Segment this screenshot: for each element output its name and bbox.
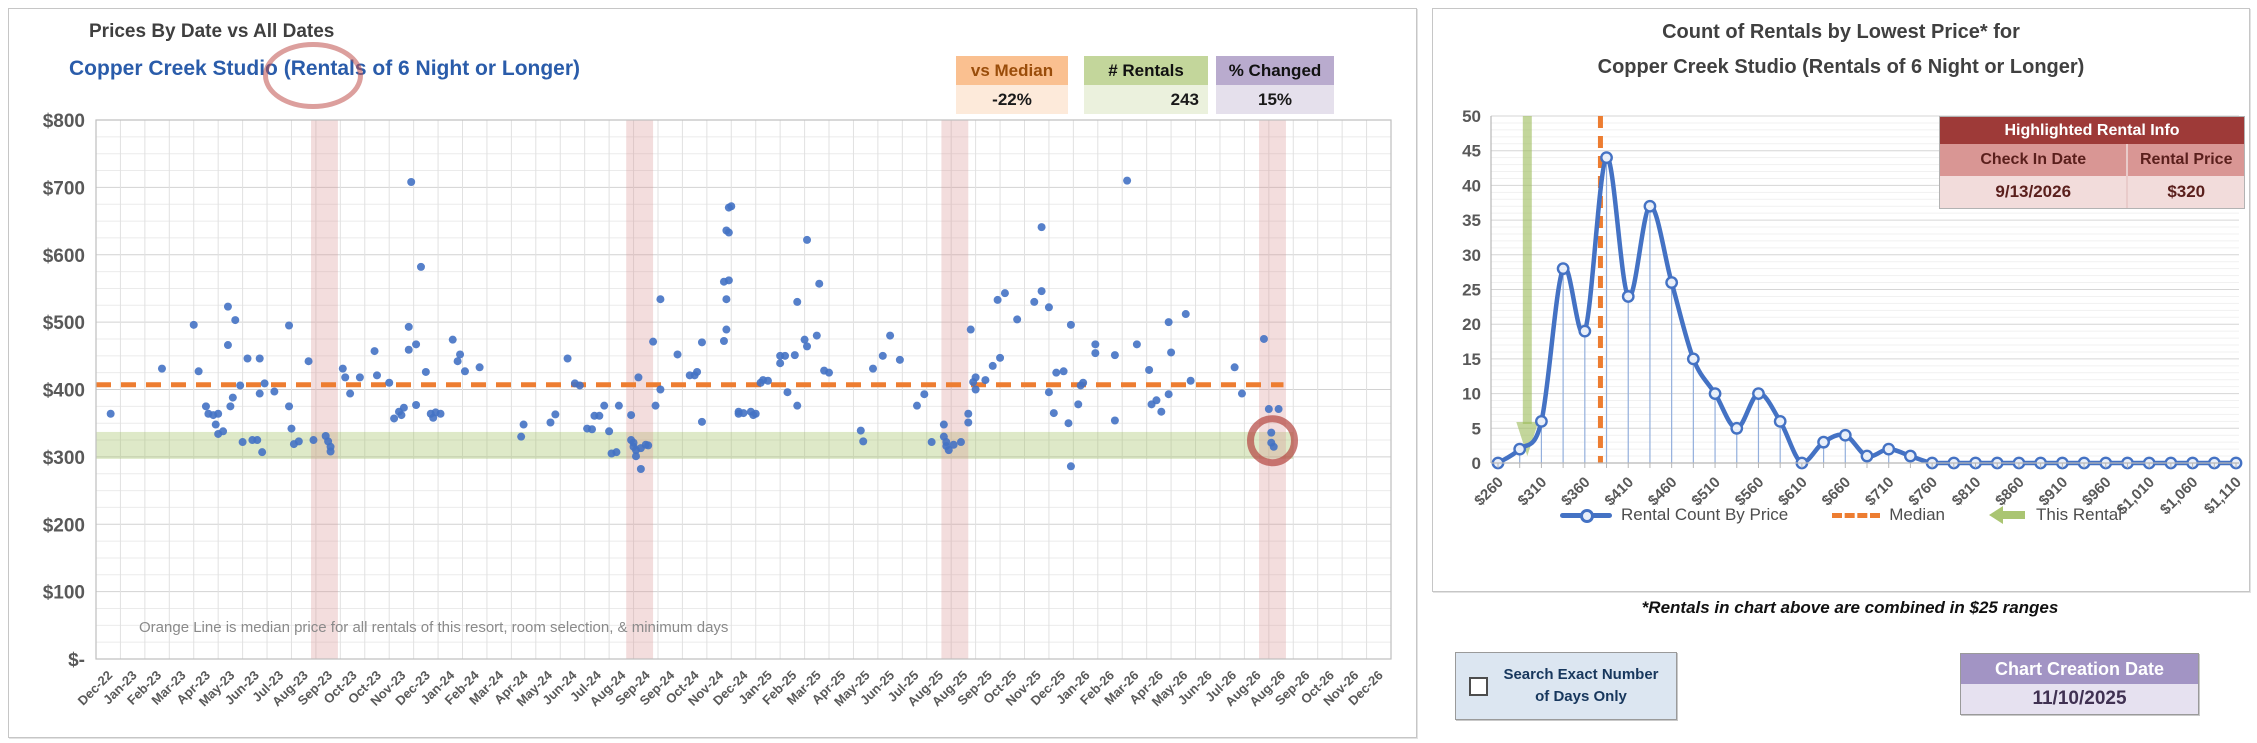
svg-text:$700: $700 (43, 178, 85, 199)
stat-pct-changed: % Changed 15% (1216, 56, 1334, 114)
dashed-line-icon (1832, 512, 1881, 518)
chart-creation-date-label: Chart Creation Date (1961, 654, 2198, 684)
stat-num-rentals-value: 243 (1084, 85, 1208, 114)
right-chart-title-line1: Count of Rentals by Lowest Price* for (1662, 21, 2020, 43)
svg-text:40: 40 (1462, 176, 1481, 195)
chart-creation-date-value: 11/10/2025 (1961, 684, 2198, 714)
legend-label-median: Median (1889, 505, 1946, 524)
rental-count-panel: $260 $310 $360 $410 $460 $510 $560 $610 $660 $710… (1432, 8, 2250, 592)
info-table-col-price: Rental Price (2128, 144, 2244, 176)
search-exact-days-box: Search Exact Number of Days Only (1455, 652, 1677, 720)
prices-by-date-panel: $800 $700 $600 $500 $400 $300 $200 $100 $- Dec-22… (8, 8, 1417, 738)
svg-text:25: 25 (1462, 281, 1481, 300)
svg-text:10: 10 (1462, 385, 1481, 404)
svg-text:$-: $- (68, 650, 85, 671)
info-table-col-checkin: Check In Date (1940, 144, 2129, 176)
median-line-note: Orange Line is median price for all rent… (139, 619, 729, 636)
chart-creation-date-box: Chart Creation Date 11/10/2025 (1960, 653, 2199, 715)
svg-text:$400: $400 (43, 381, 85, 402)
right-chart-title-line2: Copper Creek Studio (Rentals of 6 Night … (1597, 56, 2085, 78)
legend-label-this-rental: This Rental (2036, 505, 2122, 524)
svg-text:20: 20 (1462, 315, 1481, 334)
legend-item-median: Median (1832, 505, 1945, 525)
exact-days-label-line1: Search Exact Number (1503, 666, 1659, 683)
stat-vs-median: vs Median -22% (956, 56, 1068, 114)
svg-text:$200: $200 (43, 515, 85, 536)
info-table-checkin-value: 9/13/2026 (1940, 176, 2129, 208)
bin-range-footnote: *Rentals in chart above are combined in … (1641, 598, 2059, 617)
svg-text:$300: $300 (43, 448, 85, 469)
legend-item-rental-count: Rental Count By Price (1560, 505, 1788, 525)
svg-text:0: 0 (1472, 454, 1481, 473)
legend-item-this-rental: This Rental (1989, 505, 2122, 525)
left-chart-title: Prices By Date vs All Dates (89, 21, 335, 42)
stat-pct-changed-value: 15% (1216, 85, 1334, 114)
stat-num-rentals-label: # Rentals (1084, 56, 1208, 85)
highlight-ellipse-annotation (263, 42, 363, 109)
price-scatter-chart: $800$700$600$500$400$300$200$100$-Dec-22… (43, 111, 1392, 709)
svg-text:45: 45 (1462, 142, 1481, 161)
line-marker-icon (1560, 508, 1612, 523)
stat-vs-median-label: vs Median (956, 56, 1068, 85)
stat-num-rentals: # Rentals 243 (1084, 56, 1208, 114)
svg-text:$500: $500 (43, 313, 85, 334)
exact-days-label: Search Exact Number of Days Only (1492, 664, 1670, 708)
svg-text:30: 30 (1462, 246, 1481, 265)
green-arrow-icon (1989, 506, 2026, 524)
svg-text:$800: $800 (43, 111, 85, 132)
svg-text:$100: $100 (43, 583, 85, 604)
info-table-header: Highlighted Rental Info (1940, 117, 2244, 144)
right-chart-legend: Rental Count By Price Median This Rental (1433, 505, 2249, 525)
exact-days-checkbox[interactable] (1469, 677, 1488, 696)
svg-text:5: 5 (1472, 419, 1481, 438)
svg-text:15: 15 (1462, 350, 1481, 369)
stat-vs-median-value: -22% (956, 85, 1068, 114)
svg-text:35: 35 (1462, 211, 1481, 230)
exact-days-label-line2: of Days Only (1535, 687, 1627, 705)
stat-pct-changed-label: % Changed (1216, 56, 1334, 85)
info-table-price-value: $320 (2128, 176, 2244, 208)
svg-text:50: 50 (1462, 107, 1481, 126)
legend-label-rental-count: Rental Count By Price (1621, 505, 1789, 524)
highlighted-rental-info-table: Highlighted Rental Info Check In Date Re… (1939, 116, 2245, 209)
svg-text:$600: $600 (43, 246, 85, 267)
rental-count-line-chart: $260 $310 $360 $410 $460 $510 $560 $610 $660 $710… (1462, 107, 2245, 518)
